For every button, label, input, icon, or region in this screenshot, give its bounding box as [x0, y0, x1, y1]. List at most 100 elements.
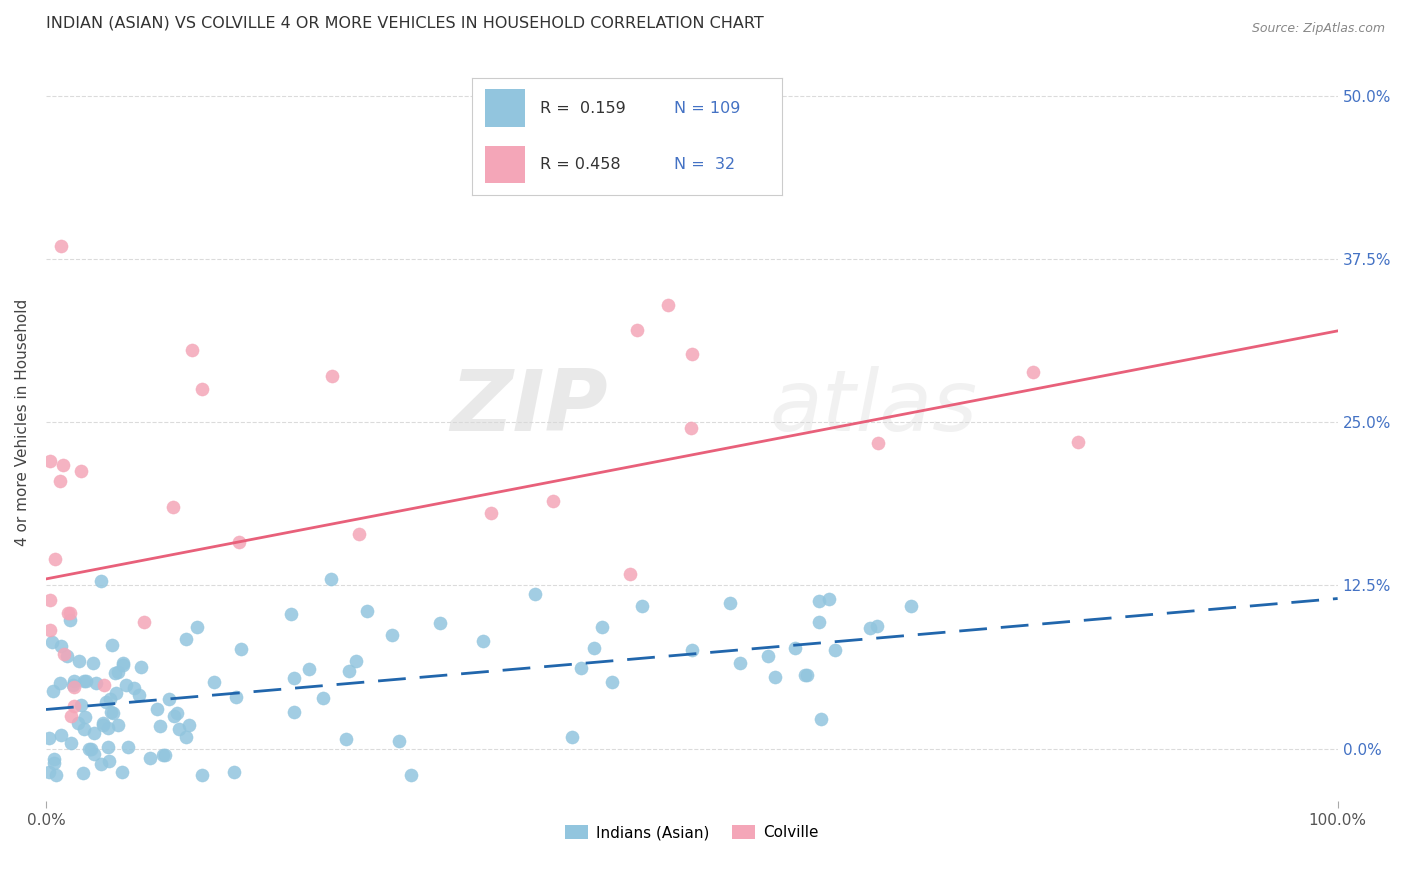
Point [807, 594, 830, 608]
Point [67, 715, 90, 730]
Point [91, 715, 114, 730]
Point [681, 347, 703, 361]
Point [38, 764, 60, 779]
Point [76, 673, 98, 688]
Point [162, 500, 184, 515]
Point [479, 506, 502, 520]
Point [298, 663, 321, 677]
Point [523, 587, 546, 601]
Point [80, 742, 103, 756]
Point [62, 673, 84, 688]
Point [49, 474, 72, 488]
Point [59, 606, 82, 620]
Point [591, 620, 613, 634]
Text: atlas: atlas [769, 366, 977, 449]
Point [718, 596, 741, 610]
Point [39, 454, 62, 468]
Text: Source: ZipAtlas.com: Source: ZipAtlas.com [1251, 22, 1385, 36]
Point [115, 678, 138, 692]
Point [51, 728, 73, 742]
Point [471, 634, 494, 648]
Point [399, 768, 422, 782]
Point [174, 731, 197, 745]
Point [381, 628, 404, 642]
Point [94, 694, 117, 708]
Point [388, 734, 411, 748]
Point [283, 671, 305, 685]
Point [44, 752, 66, 766]
Point [38, 731, 60, 746]
Point [90, 574, 112, 588]
Point [41, 635, 63, 649]
Point [59, 613, 82, 627]
Point [311, 690, 333, 705]
Text: ZIP: ZIP [450, 366, 607, 449]
Point [73, 710, 96, 724]
Point [181, 343, 204, 358]
Point [344, 654, 367, 668]
Point [600, 675, 623, 690]
Point [763, 670, 786, 684]
Point [111, 764, 134, 779]
Legend: Indians (Asian), Colville: Indians (Asian), Colville [560, 819, 824, 847]
Point [58, 606, 80, 620]
Point [49, 639, 72, 653]
Point [728, 656, 751, 670]
Point [356, 604, 378, 618]
Point [42, 684, 65, 698]
Point [82, 656, 104, 670]
Point [129, 660, 152, 674]
Point [280, 607, 302, 621]
Point [117, 740, 139, 755]
Text: INDIAN (ASIAN) VS COLVILLE 4 OR MORE VEHICLES IN HOUSEHOLD CORRELATION CHART: INDIAN (ASIAN) VS COLVILLE 4 OR MORE VEH… [46, 15, 763, 30]
Point [97, 739, 120, 754]
Point [866, 619, 889, 633]
Point [785, 641, 807, 656]
Point [681, 421, 703, 435]
Point [347, 527, 370, 541]
Point [283, 705, 305, 719]
Point [321, 368, 343, 383]
Point [1022, 365, 1045, 379]
Point [69, 464, 91, 478]
Point [83, 726, 105, 740]
Point [561, 731, 583, 745]
Point [132, 615, 155, 630]
Point [569, 661, 592, 675]
Point [222, 765, 245, 780]
Point [335, 731, 357, 746]
Point [190, 382, 212, 396]
Point [83, 747, 105, 761]
Point [111, 657, 134, 671]
Point [42, 756, 65, 770]
Point [179, 718, 201, 732]
Point [51, 239, 73, 253]
Point [810, 712, 832, 726]
Point [44, 552, 66, 566]
Point [319, 573, 342, 587]
Point [104, 685, 127, 699]
Point [38, 592, 60, 607]
Point [67, 654, 90, 668]
Point [630, 599, 652, 614]
Point [756, 648, 779, 663]
Point [45, 768, 67, 782]
Point [337, 664, 360, 678]
Point [72, 766, 94, 780]
Point [900, 599, 922, 613]
Point [104, 665, 127, 680]
Y-axis label: 4 or more Vehicles in Household: 4 or more Vehicles in Household [15, 299, 30, 546]
Point [429, 615, 451, 630]
Point [868, 436, 890, 450]
Point [100, 705, 122, 719]
Point [202, 675, 225, 690]
Point [63, 699, 86, 714]
Point [657, 297, 679, 311]
Point [225, 690, 247, 705]
Point [59, 709, 82, 723]
Point [167, 722, 190, 736]
Point [98, 692, 121, 706]
Point [73, 722, 96, 736]
Point [79, 742, 101, 756]
Point [174, 632, 197, 646]
